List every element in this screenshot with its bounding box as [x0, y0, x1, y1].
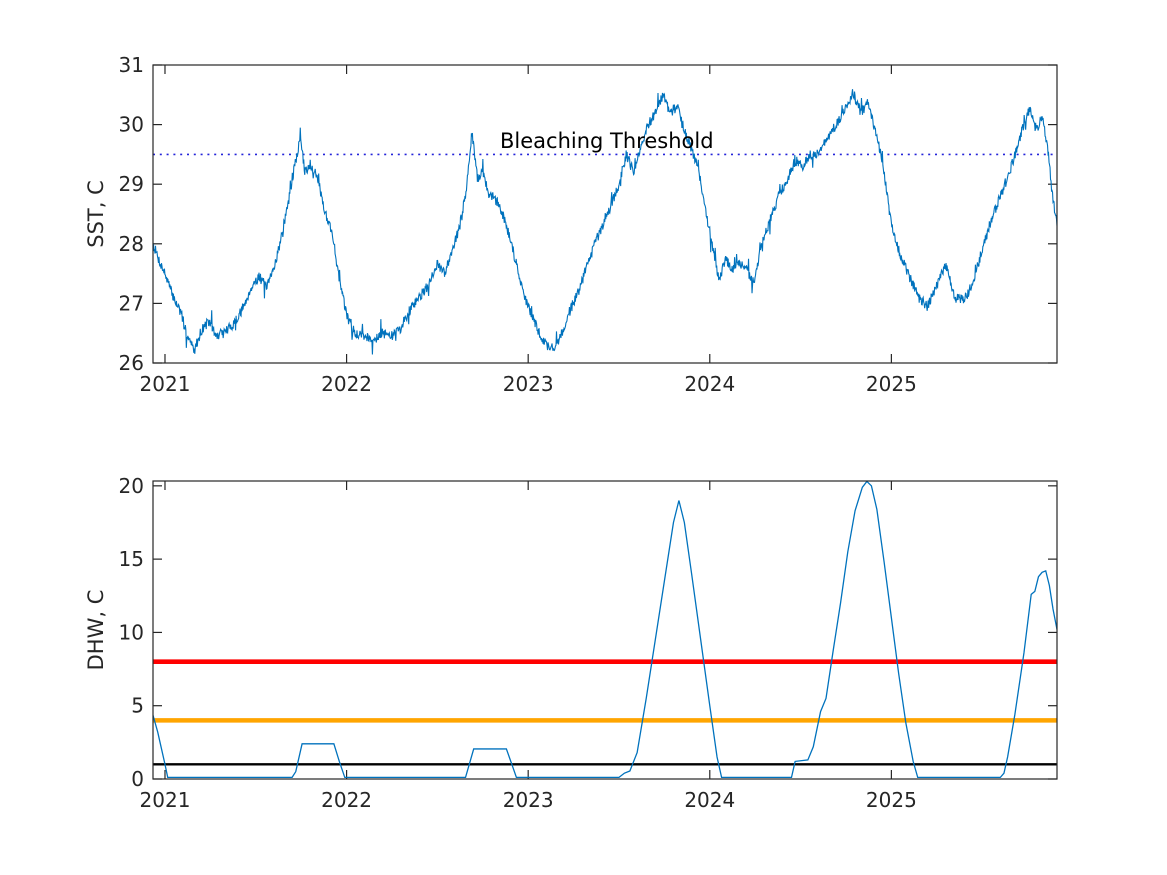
- y-tick-label: 31: [119, 53, 144, 77]
- x-tick-label: 2021: [140, 372, 191, 396]
- y-tick-label: 26: [119, 351, 144, 375]
- y-tick-label: 10: [119, 620, 144, 644]
- y-tick-label: 20: [119, 474, 144, 498]
- dhw-axes-box: [152, 480, 1058, 780]
- x-tick-label: 2025: [866, 788, 917, 812]
- x-tick-label: 2022: [321, 788, 372, 812]
- sst-y-axis-label: SST, C: [84, 180, 108, 248]
- x-tick-label: 2021: [140, 788, 191, 812]
- sst-axes-box: [152, 64, 1058, 364]
- x-tick-label: 2022: [321, 372, 372, 396]
- y-tick-label: 28: [119, 232, 144, 256]
- y-tick-label: 15: [119, 547, 144, 571]
- x-tick-label: 2025: [866, 372, 917, 396]
- plot-areas: 2021 2022 2023 2024 2025 26 27 28 29 30 31 2021 2022…: [119, 53, 1058, 812]
- y-tick-label: 27: [119, 291, 144, 315]
- y-tick-label: 30: [119, 113, 144, 137]
- dhw-y-axis-label: DHW, C: [84, 590, 108, 671]
- x-tick-label: 2024: [684, 788, 735, 812]
- sst-series-line: [153, 89, 1057, 355]
- y-tick-label: 0: [131, 767, 144, 791]
- bleaching-threshold-label: Bleaching Threshold: [500, 129, 714, 153]
- x-tick-label: 2023: [503, 372, 554, 396]
- x-tick-label: 2023: [503, 788, 554, 812]
- y-tick-label: 5: [131, 694, 144, 718]
- dhw-series-line: [153, 481, 1057, 779]
- dhw-plot-area: 2021 2022 2023 2024 2025 0 5 10 15 20: [119, 474, 1058, 812]
- y-tick-label: 29: [119, 172, 144, 196]
- x-tick-label: 2024: [684, 372, 735, 396]
- sst-plot-area: 2021 2022 2023 2024 2025 26 27 28 29 30 31: [119, 53, 1058, 396]
